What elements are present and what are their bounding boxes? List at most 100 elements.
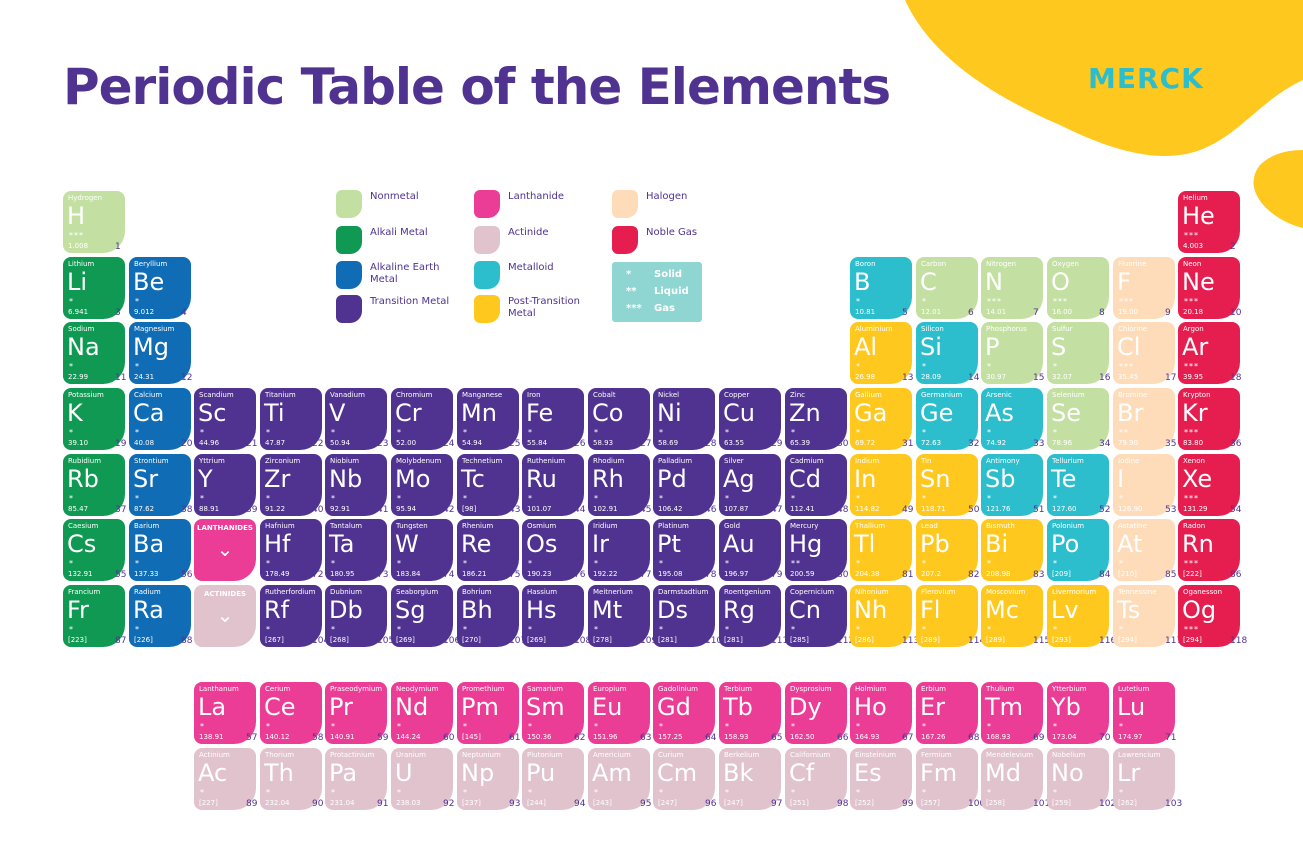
element-cell-gd[interactable]: Gadolinium Gd * 157.25 bbox=[653, 682, 715, 744]
element-cell-tm[interactable]: Thulium Tm * 168.93 bbox=[981, 682, 1043, 744]
element-cell-mo[interactable]: Molybdenum Mo * 95.94 bbox=[391, 454, 453, 516]
element-cell-rf[interactable]: Rutherfordium Rf * [267] bbox=[260, 585, 322, 647]
element-cell-zn[interactable]: Zinc Zn * 65.39 bbox=[785, 388, 847, 450]
element-cell-v[interactable]: Vanadium V * 50.94 bbox=[325, 388, 387, 450]
element-cell-ir[interactable]: Iridium Ir * 192.22 bbox=[588, 519, 650, 581]
element-cell-ce[interactable]: Cerium Ce * 140.12 bbox=[260, 682, 322, 744]
element-cell-cu[interactable]: Copper Cu * 63.55 bbox=[719, 388, 781, 450]
element-cell-b[interactable]: Boron B * 10.81 bbox=[850, 257, 912, 319]
element-cell-ge[interactable]: Germanium Ge * 72.63 bbox=[916, 388, 978, 450]
element-cell-no[interactable]: Nobelium No * [259] bbox=[1047, 748, 1109, 810]
element-cell-mg[interactable]: Magnesium Mg * 24.31 bbox=[129, 322, 191, 384]
element-cell-cd[interactable]: Cadmium Cd * 112.41 bbox=[785, 454, 847, 516]
element-cell-u[interactable]: Uranium U * 238.03 bbox=[391, 748, 453, 810]
element-cell-ho[interactable]: Holmium Ho * 164.93 bbox=[850, 682, 912, 744]
element-cell-c[interactable]: Carbon C * 12.01 bbox=[916, 257, 978, 319]
element-cell-lu[interactable]: Lutetium Lu * 174.97 bbox=[1113, 682, 1175, 744]
element-cell-cm[interactable]: Curium Cm * [247] bbox=[653, 748, 715, 810]
element-cell-sn[interactable]: Tin Sn * 118.71 bbox=[916, 454, 978, 516]
element-cell-sm[interactable]: Samarium Sm * 150.36 bbox=[522, 682, 584, 744]
element-cell-ne[interactable]: Neon Ne *** 20.18 bbox=[1178, 257, 1240, 319]
element-cell-sc[interactable]: Scandium Sc * 44.96 bbox=[194, 388, 256, 450]
element-cell-au[interactable]: Gold Au * 196.97 bbox=[719, 519, 781, 581]
element-cell-mc[interactable]: Moscovium Mc * [289] bbox=[981, 585, 1043, 647]
element-cell-yb[interactable]: Ytterbium Yb * 173.04 bbox=[1047, 682, 1109, 744]
element-cell-md[interactable]: Mendelevium Md * [258] bbox=[981, 748, 1043, 810]
element-cell-na[interactable]: Sodium Na * 22.99 bbox=[63, 322, 125, 384]
element-cell-po[interactable]: Polonium Po * [209] bbox=[1047, 519, 1109, 581]
element-cell-bk[interactable]: Berkelium Bk * [247] bbox=[719, 748, 781, 810]
element-cell-i[interactable]: Iodine I * 126.90 bbox=[1113, 454, 1175, 516]
element-cell-o[interactable]: Oxygen O *** 16.00 bbox=[1047, 257, 1109, 319]
element-cell-dy[interactable]: Dysprosium Dy * 162.50 bbox=[785, 682, 847, 744]
element-cell-be[interactable]: Beryllium Be * 9.012 bbox=[129, 257, 191, 319]
element-cell-nd[interactable]: Neodymium Nd * 144.24 bbox=[391, 682, 453, 744]
element-cell-ru[interactable]: Ruthenium Ru * 101.07 bbox=[522, 454, 584, 516]
element-cell-s[interactable]: Sulfur S * 32.07 bbox=[1047, 322, 1109, 384]
element-cell-db[interactable]: Dubnium Db * [268] bbox=[325, 585, 387, 647]
element-cell-am[interactable]: Americium Am * [243] bbox=[588, 748, 650, 810]
element-cell-fl[interactable]: Flerovium Fl * [289] bbox=[916, 585, 978, 647]
element-cell-os[interactable]: Osmium Os * 190.23 bbox=[522, 519, 584, 581]
element-cell-th[interactable]: Thorium Th * 232.04 bbox=[260, 748, 322, 810]
element-cell-mt[interactable]: Meitnerium Mt * [278] bbox=[588, 585, 650, 647]
element-cell-ar[interactable]: Argon Ar *** 39.95 bbox=[1178, 322, 1240, 384]
element-cell-pr[interactable]: Praseodymium Pr * 140.91 bbox=[325, 682, 387, 744]
element-cell-w[interactable]: Tungsten W * 183.84 bbox=[391, 519, 453, 581]
element-cell-sr[interactable]: Strontium Sr * 87.62 bbox=[129, 454, 191, 516]
element-cell-pt[interactable]: Platinum Pt * 195.08 bbox=[653, 519, 715, 581]
element-cell-in[interactable]: Indium In * 114.82 bbox=[850, 454, 912, 516]
element-cell-mn[interactable]: Manganese Mn * 54.94 bbox=[457, 388, 519, 450]
element-cell-re[interactable]: Rhenium Re * 186.21 bbox=[457, 519, 519, 581]
element-cell-hf[interactable]: Hafnium Hf * 178.49 bbox=[260, 519, 322, 581]
element-cell-cl[interactable]: Chlorine Cl *** 35.45 bbox=[1113, 322, 1175, 384]
element-cell-tl[interactable]: Thallium Tl * 204.38 bbox=[850, 519, 912, 581]
element-cell-h[interactable]: Hydrogen H *** 1.008 bbox=[63, 191, 125, 253]
element-cell-p[interactable]: Phosphorus P * 30.97 bbox=[981, 322, 1043, 384]
element-cell-co[interactable]: Cobalt Co * 58.93 bbox=[588, 388, 650, 450]
element-cell-ac[interactable]: Actinium Ac * [227] bbox=[194, 748, 256, 810]
lanthanides-placeholder[interactable]: LANTHANIDES ⌄ bbox=[194, 519, 256, 581]
element-cell-ca[interactable]: Calcium Ca * 40.08 bbox=[129, 388, 191, 450]
element-cell-hg[interactable]: Mercury Hg ** 200.59 bbox=[785, 519, 847, 581]
element-cell-ts[interactable]: Tennessine Ts * [294] bbox=[1113, 585, 1175, 647]
element-cell-xe[interactable]: Xenon Xe *** 131.29 bbox=[1178, 454, 1240, 516]
element-cell-es[interactable]: Einsteinium Es * [252] bbox=[850, 748, 912, 810]
element-cell-f[interactable]: Fluorine F *** 19.00 bbox=[1113, 257, 1175, 319]
element-cell-si[interactable]: Silicon Si * 28.09 bbox=[916, 322, 978, 384]
element-cell-np[interactable]: Neptunium Np * [237] bbox=[457, 748, 519, 810]
element-cell-rb[interactable]: Rubidium Rb * 85.47 bbox=[63, 454, 125, 516]
element-cell-ba[interactable]: Barium Ba * 137.33 bbox=[129, 519, 191, 581]
element-cell-ga[interactable]: Gallium Ga * 69.72 bbox=[850, 388, 912, 450]
element-cell-lr[interactable]: Lawrencium Lr * [262] bbox=[1113, 748, 1175, 810]
element-cell-er[interactable]: Erbium Er * 167.26 bbox=[916, 682, 978, 744]
element-cell-cs[interactable]: Caesium Cs * 132.91 bbox=[63, 519, 125, 581]
element-cell-ni[interactable]: Nickel Ni * 58.69 bbox=[653, 388, 715, 450]
element-cell-bh[interactable]: Bohrium Bh * [270] bbox=[457, 585, 519, 647]
element-cell-se[interactable]: Selenium Se * 78.96 bbox=[1047, 388, 1109, 450]
actinides-placeholder[interactable]: ACTINIDES ⌄ bbox=[194, 585, 256, 647]
element-cell-ag[interactable]: Silver Ag * 107.87 bbox=[719, 454, 781, 516]
element-cell-y[interactable]: Yttrium Y * 88.91 bbox=[194, 454, 256, 516]
element-cell-rh[interactable]: Rhodium Rh * 102.91 bbox=[588, 454, 650, 516]
element-cell-bi[interactable]: Bismuth Bi * 208.98 bbox=[981, 519, 1043, 581]
element-cell-lv[interactable]: Livermorium Lv * [293] bbox=[1047, 585, 1109, 647]
element-cell-at[interactable]: Astatine At * [210] bbox=[1113, 519, 1175, 581]
element-cell-tb[interactable]: Terbium Tb * 158.93 bbox=[719, 682, 781, 744]
element-cell-eu[interactable]: Europium Eu * 151.96 bbox=[588, 682, 650, 744]
element-cell-nb[interactable]: Niobium Nb * 92.91 bbox=[325, 454, 387, 516]
element-cell-la[interactable]: Lanthanum La * 138.91 bbox=[194, 682, 256, 744]
element-cell-nh[interactable]: Nihonium Nh * [286] bbox=[850, 585, 912, 647]
element-cell-fe[interactable]: Iron Fe * 55.84 bbox=[522, 388, 584, 450]
element-cell-sg[interactable]: Seaborgium Sg * [269] bbox=[391, 585, 453, 647]
element-cell-ra[interactable]: Radium Ra * [226] bbox=[129, 585, 191, 647]
element-cell-pb[interactable]: Lead Pb * 207.2 bbox=[916, 519, 978, 581]
element-cell-n[interactable]: Nitrogen N *** 14.01 bbox=[981, 257, 1043, 319]
element-cell-he[interactable]: Helium He *** 4.003 bbox=[1178, 191, 1240, 253]
element-cell-te[interactable]: Tellurium Te * 127.60 bbox=[1047, 454, 1109, 516]
element-cell-cf[interactable]: Californium Cf * [251] bbox=[785, 748, 847, 810]
element-cell-og[interactable]: Oganesson Og *** [294] bbox=[1178, 585, 1240, 647]
element-cell-as[interactable]: Arsenic As * 74.92 bbox=[981, 388, 1043, 450]
element-cell-br[interactable]: Bromine Br ** 79.90 bbox=[1113, 388, 1175, 450]
element-cell-pa[interactable]: Protactinium Pa * 231.04 bbox=[325, 748, 387, 810]
